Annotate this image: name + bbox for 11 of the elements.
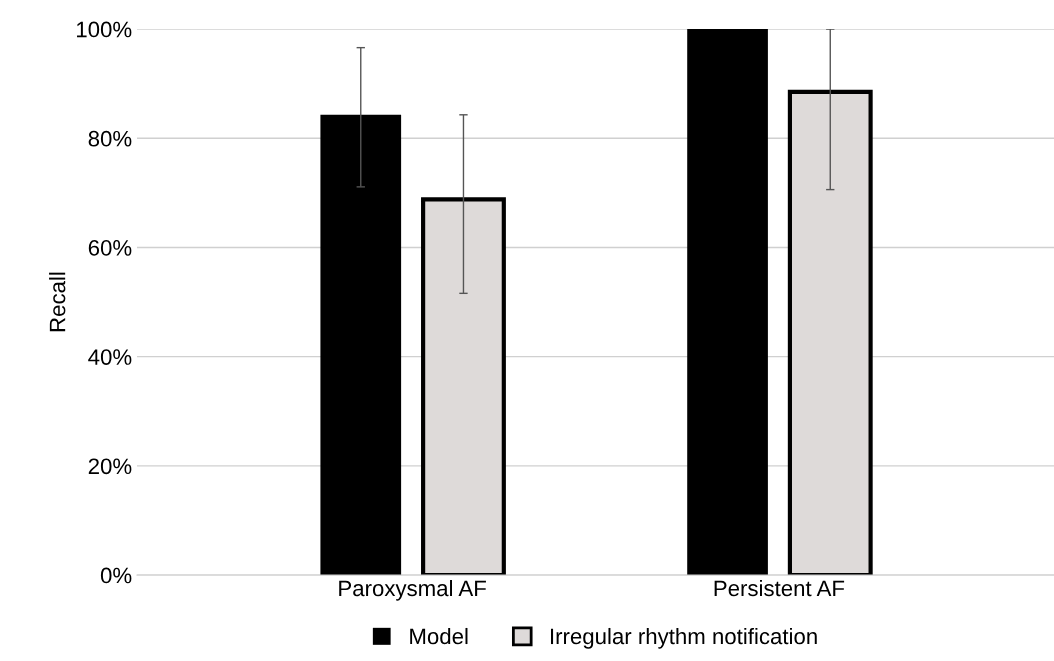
y-tick-label: 0%	[100, 567, 132, 584]
y-tick-label: 20%	[88, 458, 132, 475]
y-tick-label: 40%	[88, 349, 132, 365]
y-tick-label: 80%	[88, 130, 132, 147]
x-tick-label: Persistent AF	[714, 579, 845, 597]
y-tick-label: 100%	[77, 21, 132, 38]
y-tick-label: 60%	[88, 240, 132, 256]
legend-label: Irregular rhythm notification	[550, 627, 817, 649]
y-axis-title: Recall	[49, 272, 66, 332]
x-tick-label: Paroxysmal AF	[339, 579, 486, 601]
legend-label: Model	[410, 627, 468, 645]
